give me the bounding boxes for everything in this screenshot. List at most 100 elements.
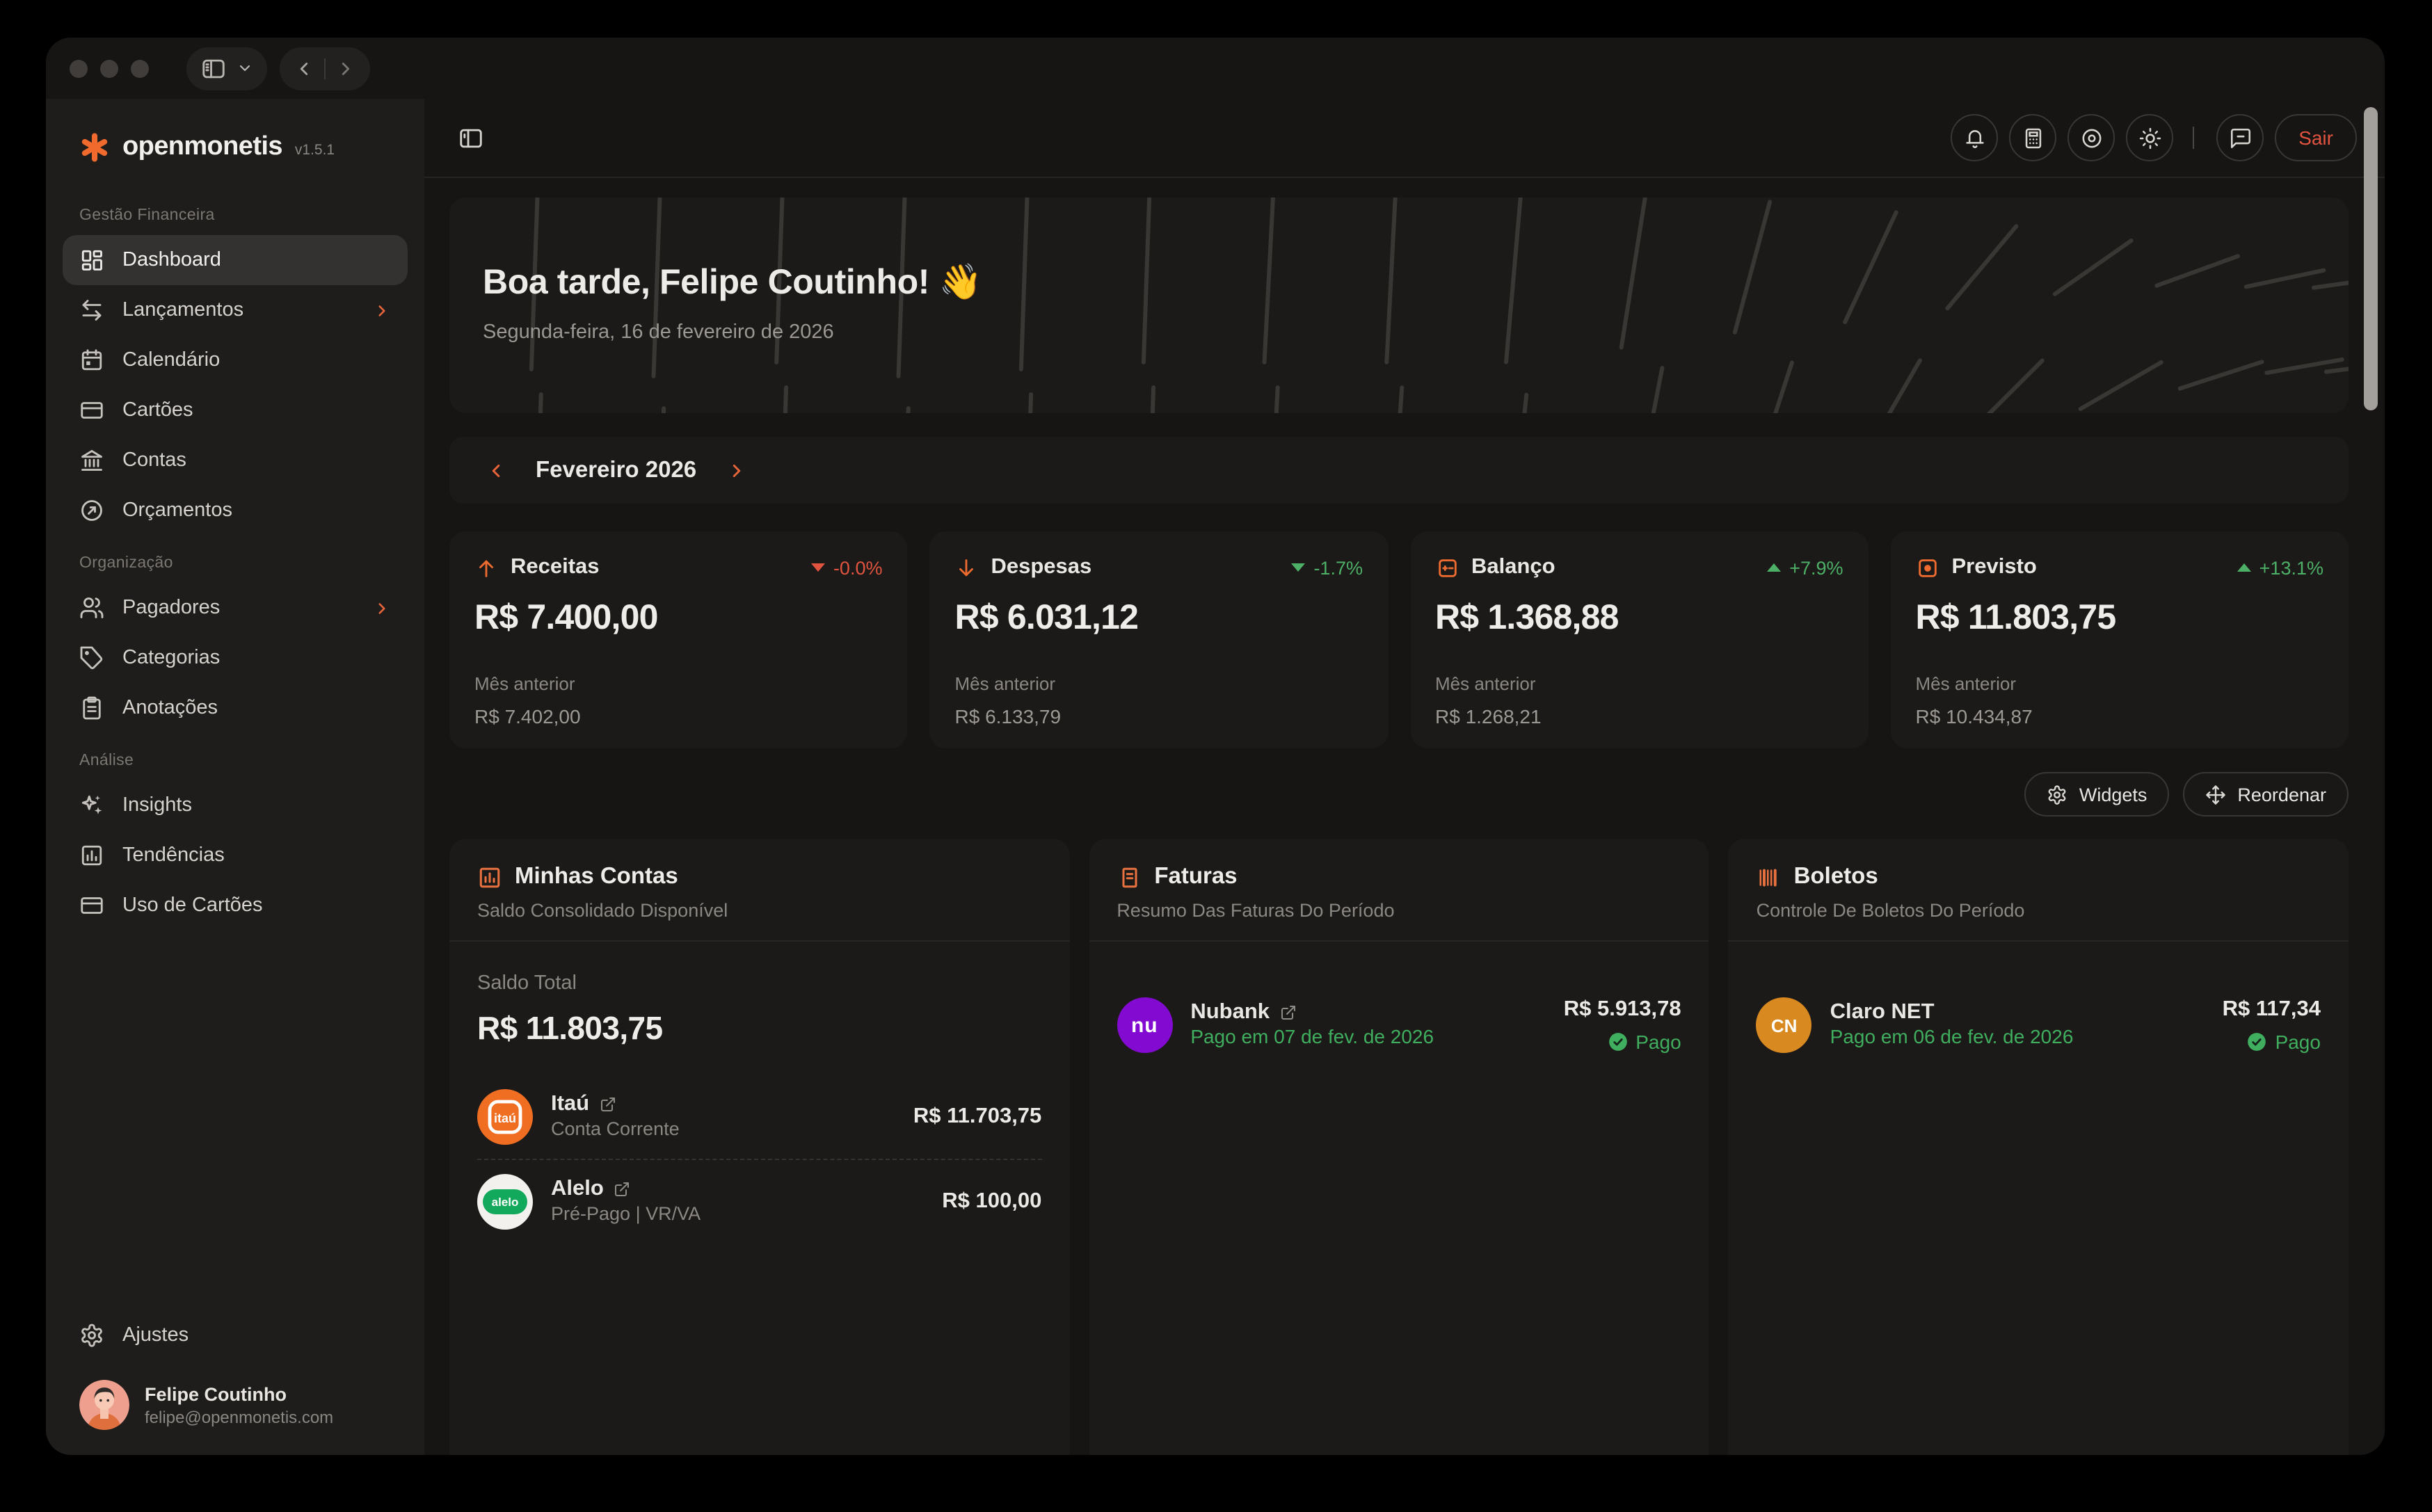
main-header: Sair [424,99,2385,178]
triangle-down-icon [810,563,825,572]
forward-button[interactable] [335,58,356,79]
sidebar-item-ajustes[interactable]: Ajustes [63,1310,408,1360]
back-button[interactable] [294,58,314,79]
sidebar-item-uso-de-cartoes[interactable]: Uso de Cartões [63,880,408,931]
change-badge: -1.7% [1291,557,1363,578]
divider [2193,127,2195,149]
section-label-organizacao: Organização [79,555,173,572]
stat-cards: Receitas -0.0% R$ 7.400,00 Mês anterior … [449,531,2349,748]
account-row-alelo[interactable]: alelo Alelo Pr [477,1159,1042,1244]
stat-title: Previsto [1951,555,2037,579]
widgets-button-label: Widgets [2079,784,2147,805]
app-name: openmonetis [122,132,282,161]
minimize-window-button[interactable] [100,59,118,77]
prev-month-label: Mês anterior [1435,673,1536,694]
collapse-sidebar-icon[interactable] [452,120,488,156]
month-label: Fevereiro 2026 [536,457,697,482]
sidebar-item-contas[interactable]: Contas [63,435,408,485]
sidebar-item-categorias[interactable]: Categorias [63,633,408,683]
sidebar-item-label: Contas [122,449,186,472]
logout-button[interactable]: Sair [2275,114,2357,161]
greeting-date: Segunda-feira, 16 de fevereiro de 2026 [483,321,834,344]
notifications-button[interactable] [1951,114,1999,161]
gear-icon [2047,784,2068,805]
stat-title: Despesas [991,555,1092,579]
settings-label: Ajustes [122,1324,189,1346]
account-row-itau[interactable]: itaú Itaú Cont [477,1075,1041,1159]
external-link-icon[interactable] [614,1181,630,1198]
main-area: Sair Tema claro Boa tarde, Felipe Coutin… [424,99,2385,1455]
sidebar-item-pagadores[interactable]: Pagadores [63,583,408,633]
chevron-right-icon [373,301,391,319]
reorder-button-label: Reordenar [2237,784,2326,805]
sidebar-item-dashboard[interactable]: Dashboard [63,235,408,285]
total-balance-value: R$ 11.803,75 [477,1010,663,1046]
sidebar-item-label: Cartões [122,399,193,421]
external-link-icon[interactable] [599,1096,616,1113]
widget-minhas-contas: Minhas Contas Saldo Consolidado Disponív… [449,839,1070,1455]
asterisk-logo-icon [79,132,110,163]
theme-toggle-button[interactable] [2126,114,2174,161]
sidebar-item-calendario[interactable]: Calendário [63,335,408,385]
receipt-icon [1117,864,1142,890]
sidebar-item-tendencias[interactable]: Tendências [63,830,408,880]
scrollbar-thumb[interactable] [2364,107,2378,410]
widget-subtitle: Resumo Das Faturas Do Período [1117,900,1395,921]
reorder-button[interactable]: Reordenar [2183,772,2349,817]
privacy-button[interactable] [2067,114,2115,161]
gear-icon [79,1323,104,1348]
sidebar-panel-icon [200,55,227,81]
widget-actions: Widgets Reordenar [449,772,2349,817]
account-name: Itaú [551,1092,590,1116]
prev-month-label: Mês anterior [474,673,575,694]
plus-minus-square-icon [1435,556,1459,579]
bill-row-claro-net[interactable]: CN Claro NET Pago em 06 de fev. de 2026 … [1756,983,2321,1067]
user-profile[interactable]: Felipe Coutinho felipe@openmonetis.com [63,1360,408,1435]
sidebar-item-anotacoes[interactable]: Anotações [63,683,408,733]
account-type: Pré-Pago | VR/VA [551,1203,701,1224]
itau-logo: itaú [477,1089,533,1145]
maximize-window-button[interactable] [131,59,149,77]
sidebar-item-lancamentos[interactable]: Lançamentos [63,285,408,335]
sidebar-item-cartoes[interactable]: Cartões [63,385,408,435]
external-link-icon[interactable] [1279,1004,1296,1021]
greeting-text: Boa tarde, Felipe Coutinho! 👋 [483,263,982,302]
avatar [79,1380,129,1430]
move-icon [2205,784,2226,805]
sidebar-item-orcamentos[interactable]: Orçamentos [63,485,408,536]
sidebar-item-label: Tendências [122,844,225,867]
app-window: openmonetis v1.5.1 Gestão Financeira Das… [46,38,2385,1455]
sidebar-item-label: Insights [122,794,192,817]
widgets-button[interactable]: Widgets [2024,772,2170,817]
bank-icon [79,448,104,473]
paid-badge: Pago [1608,1031,1681,1053]
prev-month-label: Mês anterior [954,673,1056,694]
divider [324,58,326,79]
transactions-icon [79,298,104,323]
prev-month-label: Mês anterior [1915,673,2017,694]
calculator-button[interactable] [2009,114,2057,161]
widget-faturas: Faturas Resumo Das Faturas Do Período nu… [1089,839,1709,1455]
app-version: v1.5.1 [294,141,335,158]
history-nav-group [280,47,370,90]
sidebar-toggle-group[interactable] [186,47,267,90]
month-selector: Fevereiro 2026 [449,437,2349,504]
chevron-right-icon [373,599,391,617]
previous-month-button[interactable] [486,460,506,481]
dashboard-content: Boa tarde, Felipe Coutinho! 👋 Segunda-fe… [424,178,2385,1455]
account-name: Alelo [551,1177,604,1200]
feedback-button[interactable] [2216,114,2264,161]
clipboard-icon [79,695,104,721]
sun-icon [2138,126,2161,150]
prev-month-value: R$ 7.402,00 [474,705,581,727]
next-month-button[interactable] [726,460,746,481]
close-window-button[interactable] [70,59,88,77]
widget-subtitle: Saldo Consolidado Disponível [477,900,728,921]
sidebar-item-insights[interactable]: Insights [63,780,408,830]
sidebar: openmonetis v1.5.1 Gestão Financeira Das… [46,99,424,1455]
sidebar-item-label: Orçamentos [122,499,232,522]
invoice-row-nubank[interactable]: nu Nubank Pago em 07 de fev. de 2026 [1117,983,1681,1067]
widget-title: Faturas [1154,864,1238,889]
window-controls [70,59,149,77]
